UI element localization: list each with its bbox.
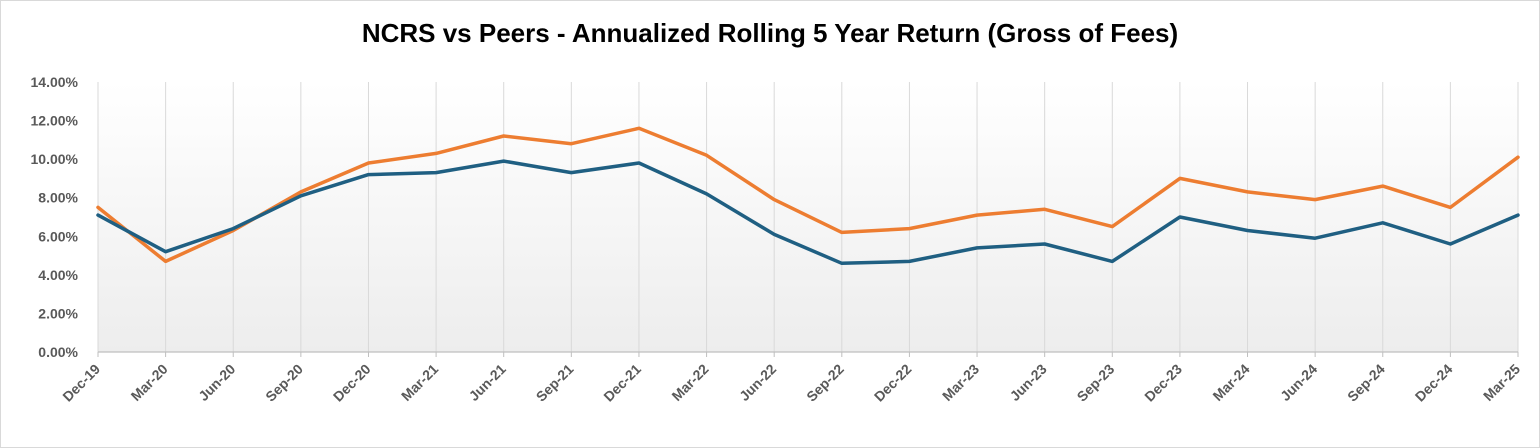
x-tick-label: Dec-23 — [1141, 361, 1185, 405]
series-line-2 — [96, 159, 1520, 266]
x-tick-label: Jun-23 — [1007, 361, 1050, 404]
x-tick-label: Sep-21 — [533, 361, 577, 405]
x-tick-label: Mar-20 — [128, 361, 171, 404]
x-tick-label: Jun-21 — [466, 361, 509, 404]
x-tick-label: Dec-19 — [59, 361, 103, 405]
x-tick-label: Dec-21 — [600, 361, 644, 405]
y-tick-label: 6.00% — [38, 228, 78, 244]
x-axis-tick-labels: Dec-19 Mar-20 Jun-20 Sep-20 Dec-20 Mar-21 Jun-… — [59, 361, 1523, 405]
x-tick-label: Mar-22 — [668, 361, 711, 404]
x-tick-label: Mar-21 — [398, 361, 441, 404]
x-tick-label: Jun-22 — [736, 361, 779, 404]
y-tick-label: 8.00% — [38, 190, 78, 206]
x-tick-label: Dec-24 — [1412, 361, 1456, 405]
x-tick-label: Sep-23 — [1074, 361, 1118, 405]
x-tick-label: Dec-22 — [871, 361, 915, 405]
x-tick-label: Sep-22 — [803, 361, 847, 405]
y-axis-tick-labels: 0.00% 2.00% 4.00% 6.00% 8.00% 10.00% 12.00% 14.… — [31, 74, 79, 360]
y-tick-label: 0.00% — [38, 344, 78, 360]
x-tick-label: Mar-23 — [939, 361, 982, 404]
x-tick-label: Sep-20 — [262, 361, 306, 405]
x-tick-label: Jun-20 — [195, 361, 238, 404]
axes — [97, 351, 1519, 357]
series-lines — [96, 126, 1520, 266]
x-tick-label: Mar-24 — [1209, 361, 1252, 404]
series-line-1 — [96, 126, 1520, 264]
x-tick-label: Dec-20 — [330, 361, 374, 405]
y-tick-label: 12.00% — [31, 113, 79, 129]
chart-title: NCRS vs Peers - Annualized Rolling 5 Yea… — [361, 18, 1179, 48]
x-tick-label: Sep-24 — [1344, 361, 1388, 405]
y-tick-label: 2.00% — [38, 305, 78, 321]
x-tick-label: Jun-24 — [1277, 361, 1320, 404]
x-tick-label: Mar-25 — [1480, 361, 1523, 404]
y-tick-label: 14.00% — [31, 74, 79, 90]
y-tick-label: 4.00% — [38, 267, 78, 283]
y-tick-label: 10.00% — [31, 151, 79, 167]
